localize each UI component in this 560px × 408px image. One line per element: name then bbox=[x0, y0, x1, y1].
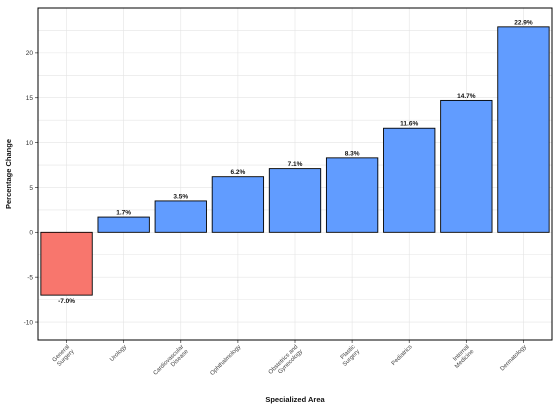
data-label-2: 3.5% bbox=[173, 193, 188, 200]
x-tick-label-7: InternalMedicine bbox=[450, 344, 476, 370]
data-label-3: 6.2% bbox=[230, 169, 245, 176]
gridlines bbox=[38, 7, 552, 340]
bar-8 bbox=[497, 26, 550, 233]
x-tick-label-2: CardiovascularDisease bbox=[153, 344, 191, 382]
x-tick-label-8: Dermatology bbox=[500, 344, 528, 372]
x-tick-label-1: Urology bbox=[109, 344, 128, 363]
y-axis-title: Percentage Change bbox=[4, 139, 13, 209]
y-tick-label: -5 bbox=[27, 274, 33, 281]
data-label-4: 7.1% bbox=[288, 161, 303, 168]
data-label-7: 14.7% bbox=[457, 93, 476, 100]
x-tick-label-0: GeneralSurgery bbox=[52, 344, 76, 368]
x-tick-label-4: Obstetrics andGynecology bbox=[268, 344, 304, 380]
bar-5 bbox=[325, 157, 379, 233]
data-label-6: 11.6% bbox=[400, 121, 418, 128]
y-tick-label: 20 bbox=[26, 50, 34, 57]
plot-panel-border bbox=[37, 7, 553, 341]
y-tick-label: -10 bbox=[24, 319, 34, 326]
y-tick-label: 10 bbox=[26, 140, 34, 147]
y-tick-label: 5 bbox=[29, 185, 33, 192]
bar-3 bbox=[211, 176, 265, 233]
data-label-5: 8.3% bbox=[345, 150, 360, 157]
y-tick-label: 0 bbox=[29, 230, 33, 237]
data-label-1: 1.7% bbox=[116, 210, 131, 217]
x-tick-label-3: Ophthalmology bbox=[210, 344, 243, 377]
data-label-0: -7.0% bbox=[58, 298, 75, 305]
bar-7 bbox=[440, 99, 493, 233]
x-tick-label-5: PlasticSurgery bbox=[337, 344, 361, 368]
y-tick-label: 15 bbox=[26, 95, 34, 102]
y-axis-ticks: -10 -5 0 5 10 15 20 bbox=[24, 50, 38, 326]
bar-2 bbox=[154, 200, 207, 233]
data-labels: -7.0% 1.7% 3.5% 6.2% 7.1% 8.3% 11.6% 14.7% 22.9% bbox=[58, 19, 533, 305]
data-label-8: 22.9% bbox=[514, 19, 533, 26]
x-axis-title: Specialized Area bbox=[265, 395, 325, 404]
bar-6 bbox=[383, 127, 436, 233]
bar-4 bbox=[268, 168, 322, 233]
bars bbox=[40, 26, 550, 296]
bar-1 bbox=[97, 216, 150, 233]
bar-0 bbox=[40, 231, 93, 296]
x-tick-label-6: Pediatrics bbox=[391, 344, 414, 367]
x-axis-ticks: GeneralSurgery Urology CardiovascularDisea… bbox=[52, 340, 528, 382]
